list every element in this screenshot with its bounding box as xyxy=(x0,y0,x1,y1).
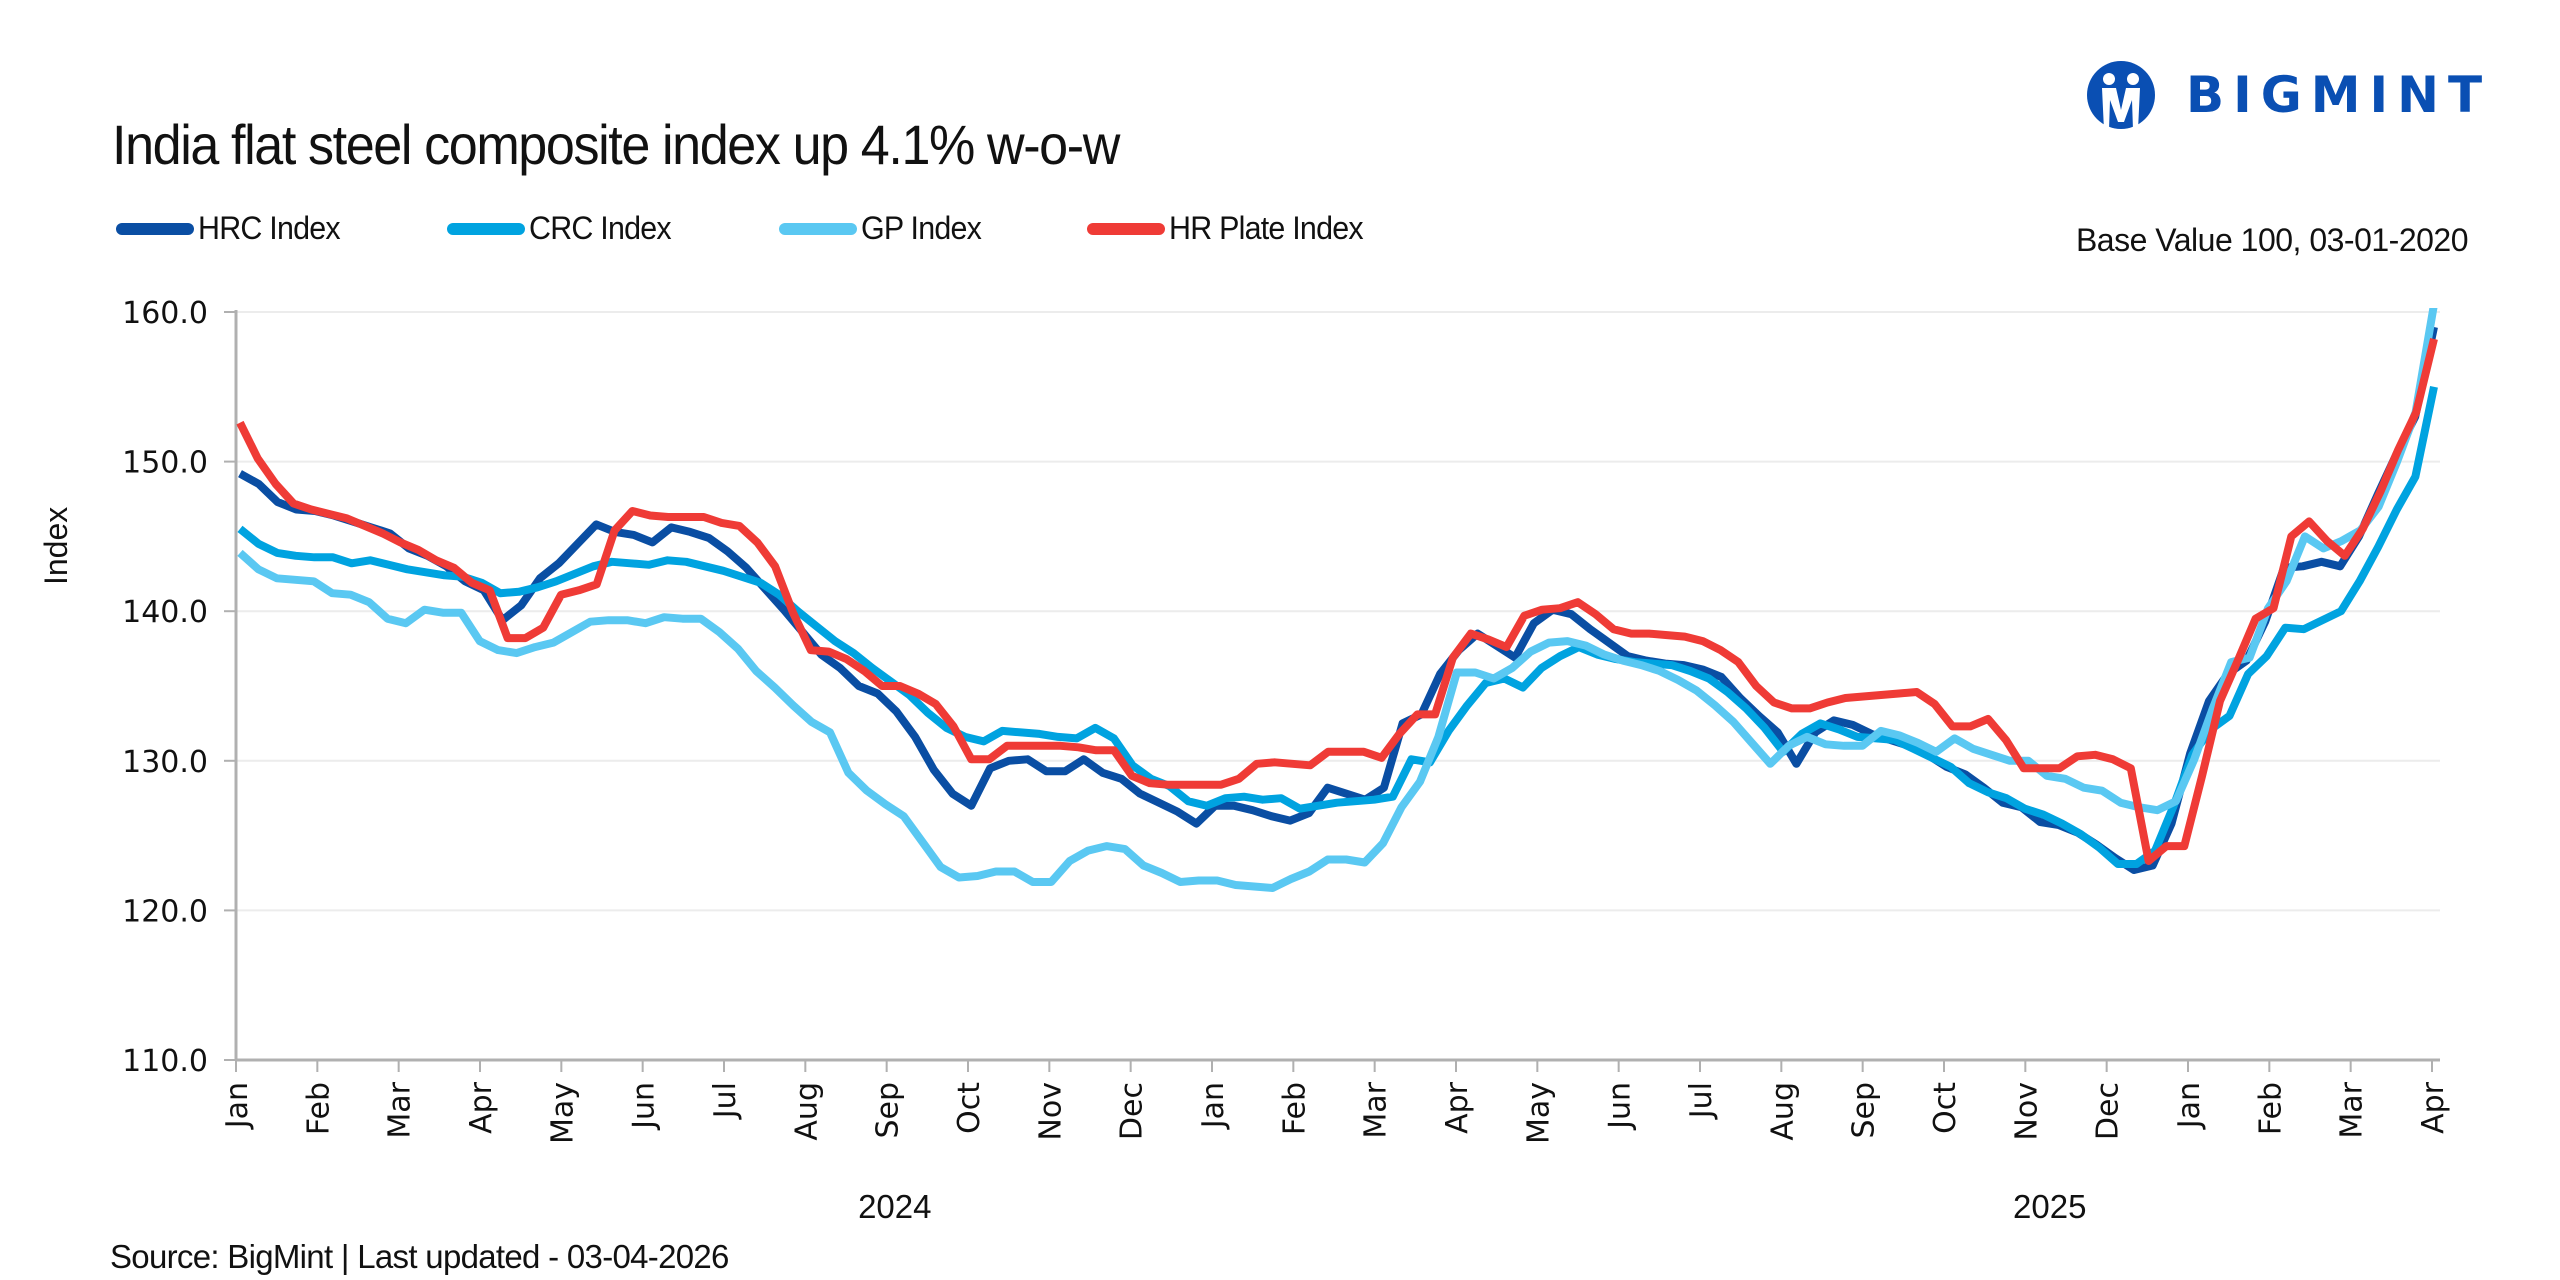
x-tick-label: Feb xyxy=(1277,1082,1312,1135)
x-tick-label: Jul xyxy=(1684,1082,1719,1120)
x-tick-label: Jul xyxy=(708,1082,743,1120)
x-tick-label: Mar xyxy=(1359,1081,1394,1138)
legend-label-hr-plate: HR Plate Index xyxy=(1169,210,1364,246)
y-tick-label: 120.0 xyxy=(122,894,208,929)
x-tick-label: Jun xyxy=(627,1082,662,1131)
source-note: Source: BigMint | Last updated - 03-04-2… xyxy=(110,1238,729,1275)
bigmint-logo: BIGMINT xyxy=(2082,60,2491,130)
x-tick-label: Sep xyxy=(871,1082,906,1139)
x-tick-label: Apr xyxy=(2416,1081,2451,1134)
x-tick-label: Dec xyxy=(2091,1082,2126,1140)
x-tick-label: Sep xyxy=(1847,1082,1882,1139)
series-line-hr-plate-index xyxy=(236,337,2438,865)
base-value-note: Base Value 100, 03-01-2020 xyxy=(2075,222,2469,258)
x-tick-label: Oct xyxy=(1928,1082,1963,1134)
series-lines xyxy=(236,308,2438,892)
legend-item-crc[interactable]: CRC Index xyxy=(447,210,678,247)
x-tick-label: Feb xyxy=(301,1082,336,1135)
y-tick-label: 160.0 xyxy=(122,296,208,331)
legend-swatch-hrc xyxy=(116,222,194,235)
gridlines xyxy=(236,311,2440,912)
chart-title: India flat steel composite index up 4.1%… xyxy=(112,113,1120,176)
x-tick-label: Jan xyxy=(1196,1082,1231,1130)
series-line-gp-index xyxy=(237,308,2438,892)
brand-name: BIGMINT xyxy=(2186,66,2492,124)
legend-item-gp[interactable]: GP Index xyxy=(778,210,987,247)
legend-item-hr-plate[interactable]: HR Plate Index xyxy=(1087,210,1373,247)
bigmint-logo-icon xyxy=(2087,61,2155,130)
x-tick-label: Feb xyxy=(2253,1082,2288,1135)
legend-label-crc: CRC Index xyxy=(529,210,672,246)
y-tick-label: 110.0 xyxy=(122,1044,208,1079)
year-label: 2025 xyxy=(2013,1188,2086,1225)
x-tick-label: Aug xyxy=(1765,1082,1800,1141)
y-tick-label: 140.0 xyxy=(122,595,208,630)
x-tick-label: Nov xyxy=(1033,1082,1068,1141)
year-label: 2024 xyxy=(858,1188,931,1225)
x-tick-label: Apr xyxy=(464,1081,499,1134)
x-tick-label: Nov xyxy=(2009,1082,2044,1141)
x-tick-label: Mar xyxy=(2335,1081,2370,1138)
x-tick-label: May xyxy=(545,1082,580,1144)
tick-labels: 110.0 120.0 130.0 140.0 150.0 160.0 Jan Feb Mar A… xyxy=(122,296,2451,1225)
legend-swatch-crc xyxy=(447,222,526,235)
x-tick-label: Jun xyxy=(1603,1082,1638,1131)
x-tick-label: Apr xyxy=(1440,1081,1475,1134)
legend-item-hrc[interactable]: HRC Index xyxy=(116,210,347,247)
x-tick-label: Aug xyxy=(789,1082,824,1141)
x-tick-label: Jan xyxy=(220,1082,255,1130)
y-tick-label: 130.0 xyxy=(122,745,208,780)
chart-legend: HRC Index CRC Index GP Index HR Plate In… xyxy=(116,210,1473,247)
axes xyxy=(224,310,2440,1072)
legend-swatch-gp xyxy=(778,222,857,235)
y-tick-label: 150.0 xyxy=(122,446,208,481)
x-tick-label: Oct xyxy=(952,1082,987,1134)
x-tick-label: May xyxy=(1521,1082,1556,1144)
x-tick-label: Dec xyxy=(1115,1082,1150,1140)
x-tick-label: Jan xyxy=(2172,1082,2207,1130)
legend-label-hrc: HRC Index xyxy=(198,210,341,246)
x-tick-label: Mar xyxy=(383,1081,418,1138)
legend-label-gp: GP Index xyxy=(860,210,982,246)
legend-swatch-hr-plate xyxy=(1087,222,1166,235)
